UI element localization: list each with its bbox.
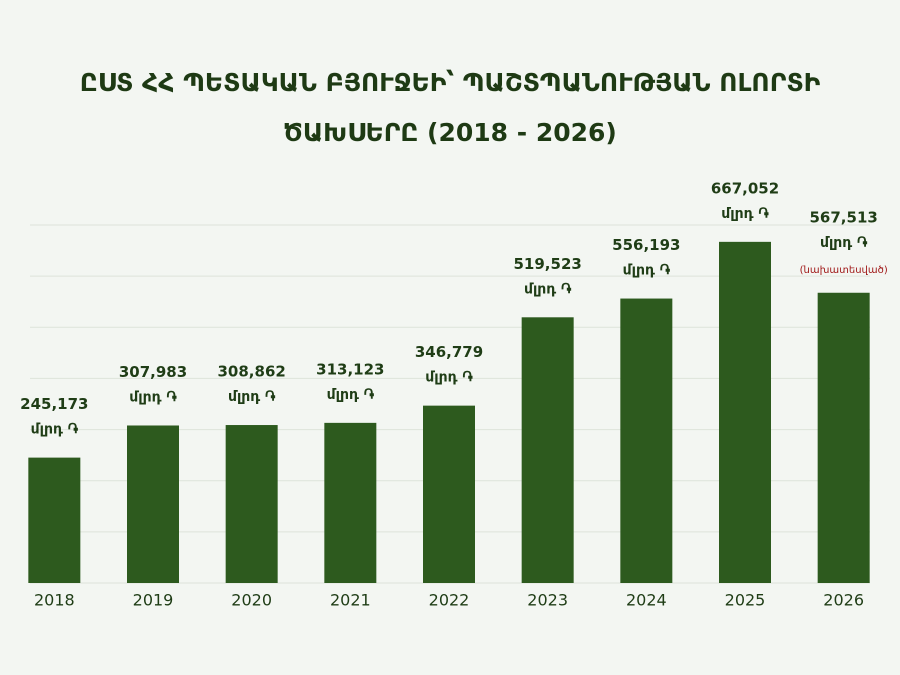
x-tick-label: 2023 bbox=[527, 591, 568, 610]
x-tick-label: 2026 bbox=[823, 591, 864, 610]
bar bbox=[719, 241, 771, 583]
value-label: 667,052 bbox=[711, 179, 779, 197]
value-label: 556,193 bbox=[612, 236, 680, 254]
bar bbox=[620, 298, 673, 583]
value-label: 308,862 bbox=[218, 363, 286, 381]
x-tick-label: 2019 bbox=[133, 591, 174, 610]
bar bbox=[423, 405, 475, 583]
value-note: (նախատեսված) bbox=[800, 265, 888, 276]
x-tick-label: 2018 bbox=[34, 591, 75, 610]
x-tick-label: 2024 bbox=[626, 591, 667, 610]
unit-label: մլրդ ֏ bbox=[425, 370, 473, 386]
value-label: 313,123 bbox=[316, 360, 384, 378]
bar bbox=[225, 425, 278, 583]
bar bbox=[817, 292, 870, 583]
x-tick-label: 2020 bbox=[231, 591, 272, 610]
x-tick-label: 2022 bbox=[429, 591, 470, 610]
unit-label: մլրդ ֏ bbox=[524, 281, 572, 297]
x-tick-label: 2025 bbox=[725, 591, 766, 610]
unit-label: մլրդ ֏ bbox=[129, 389, 177, 405]
value-label: 519,523 bbox=[514, 255, 582, 273]
bar bbox=[324, 422, 377, 583]
value-label: 307,983 bbox=[119, 363, 187, 381]
bar bbox=[521, 317, 574, 583]
unit-label: մլրդ ֏ bbox=[327, 387, 375, 403]
unit-label: մլրդ ֏ bbox=[623, 263, 671, 279]
chart-title: ԸՍՏ ՀՀ ՊԵՏԱԿԱՆ ԲՅՈՒՋԵԻ՝ ՊԱՇՏՊԱՆՈՒԹՅԱՆ ՈԼ… bbox=[79, 68, 821, 147]
unit-label: մլրդ ֏ bbox=[31, 422, 79, 438]
value-label: 567,513 bbox=[810, 208, 878, 226]
unit-label: մլրդ ֏ bbox=[721, 206, 769, 222]
bar bbox=[28, 457, 81, 583]
value-label: 245,173 bbox=[20, 395, 88, 413]
bar bbox=[127, 425, 179, 583]
x-tick-label: 2021 bbox=[330, 591, 371, 610]
unit-label: մլրդ ֏ bbox=[228, 389, 276, 405]
value-label: 346,779 bbox=[415, 343, 483, 361]
unit-label: մլրդ ֏ bbox=[820, 235, 868, 251]
